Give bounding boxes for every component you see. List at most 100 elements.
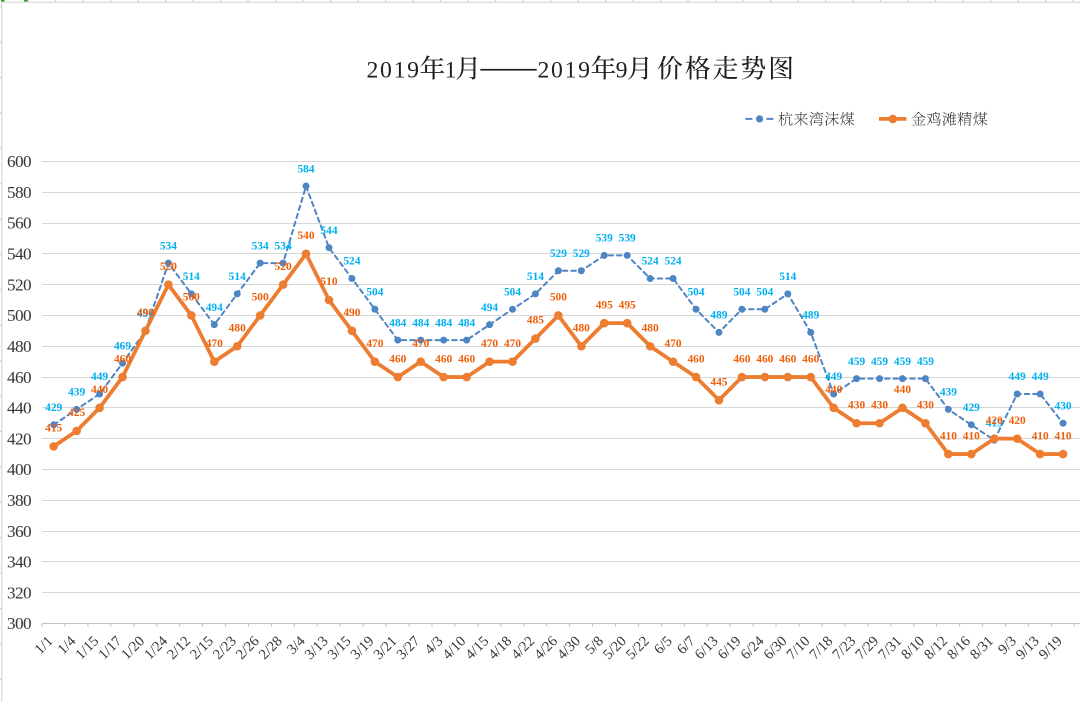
svg-text:510: 510 [320,276,337,288]
svg-text:410: 410 [940,430,957,442]
svg-text:520: 520 [7,275,31,294]
svg-text:484: 484 [435,317,452,329]
svg-text:520: 520 [160,261,177,273]
svg-text:460: 460 [756,353,773,365]
svg-text:470: 470 [665,338,682,350]
svg-text:440: 440 [894,384,911,396]
svg-text:420: 420 [986,415,1003,427]
svg-text:534: 534 [275,240,292,252]
svg-text:460: 460 [435,353,452,365]
svg-text:300: 300 [7,614,31,633]
svg-text:504: 504 [687,286,704,298]
svg-text:495: 495 [619,299,636,311]
svg-text:480: 480 [642,322,659,334]
svg-text:484: 484 [458,317,475,329]
svg-text:484: 484 [412,317,429,329]
svg-text:470: 470 [481,338,498,350]
svg-text:514: 514 [229,271,246,283]
svg-text:460: 460 [779,353,796,365]
svg-text:420: 420 [7,429,31,448]
svg-text:469: 469 [114,340,131,352]
svg-text:540: 540 [7,245,31,264]
svg-text:440: 440 [91,384,108,396]
svg-text:439: 439 [68,387,85,399]
svg-text:425: 425 [68,407,85,419]
svg-text:440: 440 [825,384,842,396]
svg-text:430: 430 [917,399,934,411]
svg-text:419: 419 [986,417,1003,429]
svg-text:580: 580 [7,183,31,202]
svg-text:429: 429 [963,402,980,414]
svg-text:484: 484 [389,317,406,329]
svg-text:460: 460 [802,353,819,365]
svg-text:460: 460 [733,353,750,365]
svg-text:600: 600 [7,152,31,171]
svg-text:445: 445 [710,376,727,388]
svg-text:460: 460 [114,353,131,365]
svg-text:534: 534 [160,240,177,252]
svg-text:470: 470 [206,338,223,350]
svg-text:2019: 2019 [538,58,591,84]
svg-text:429: 429 [45,402,62,414]
svg-text:340: 340 [7,553,31,572]
svg-text:380: 380 [7,491,31,510]
svg-text:360: 360 [7,522,31,541]
svg-text:529: 529 [573,248,590,260]
svg-text:439: 439 [940,387,957,399]
svg-text:485: 485 [527,315,544,327]
svg-text:9: 9 [616,58,628,84]
svg-text:470: 470 [366,338,383,350]
svg-text:460: 460 [389,353,406,365]
svg-text:480: 480 [573,322,590,334]
svg-text:320: 320 [7,583,31,602]
svg-text:460: 460 [458,353,475,365]
svg-text:540: 540 [297,230,314,242]
svg-text:449: 449 [1009,371,1026,383]
svg-text:410: 410 [1055,430,1072,442]
svg-text:514: 514 [183,271,200,283]
svg-text:504: 504 [504,286,521,298]
svg-text:529: 529 [550,248,567,260]
svg-text:494: 494 [206,302,223,314]
svg-text:524: 524 [343,256,360,268]
svg-text:430: 430 [871,399,888,411]
svg-text:524: 524 [642,256,659,268]
svg-text:490: 490 [137,307,154,319]
svg-text:449: 449 [825,371,842,383]
svg-text:500: 500 [252,292,269,304]
svg-text:584: 584 [297,163,314,175]
svg-text:539: 539 [596,233,613,245]
svg-text:410: 410 [963,430,980,442]
svg-text:514: 514 [527,271,544,283]
svg-text:480: 480 [229,322,246,334]
svg-text:459: 459 [917,356,934,368]
svg-text:430: 430 [1055,400,1072,412]
svg-text:470: 470 [412,338,429,350]
svg-text:430: 430 [848,399,865,411]
svg-text:500: 500 [550,292,567,304]
svg-text:490: 490 [137,308,154,320]
svg-text:489: 489 [710,310,727,322]
svg-text:539: 539 [619,233,636,245]
svg-text:489: 489 [802,310,819,322]
svg-text:504: 504 [366,286,383,298]
svg-text:460: 460 [7,368,31,387]
svg-text:410: 410 [1032,430,1049,442]
svg-text:449: 449 [1032,371,1049,383]
svg-text:544: 544 [320,225,337,237]
svg-text:459: 459 [848,356,865,368]
svg-text:560: 560 [7,214,31,233]
svg-text:504: 504 [733,286,750,298]
svg-text:420: 420 [1009,415,1026,427]
svg-text:470: 470 [504,338,521,350]
svg-text:1: 1 [445,58,457,84]
svg-text:459: 459 [871,356,888,368]
svg-text:449: 449 [91,371,108,383]
svg-text:460: 460 [687,353,704,365]
svg-text:514: 514 [779,271,796,283]
svg-text:2019: 2019 [367,58,420,84]
svg-text:440: 440 [7,399,31,418]
svg-text:500: 500 [7,306,31,325]
svg-text:490: 490 [343,307,360,319]
svg-text:524: 524 [665,256,682,268]
